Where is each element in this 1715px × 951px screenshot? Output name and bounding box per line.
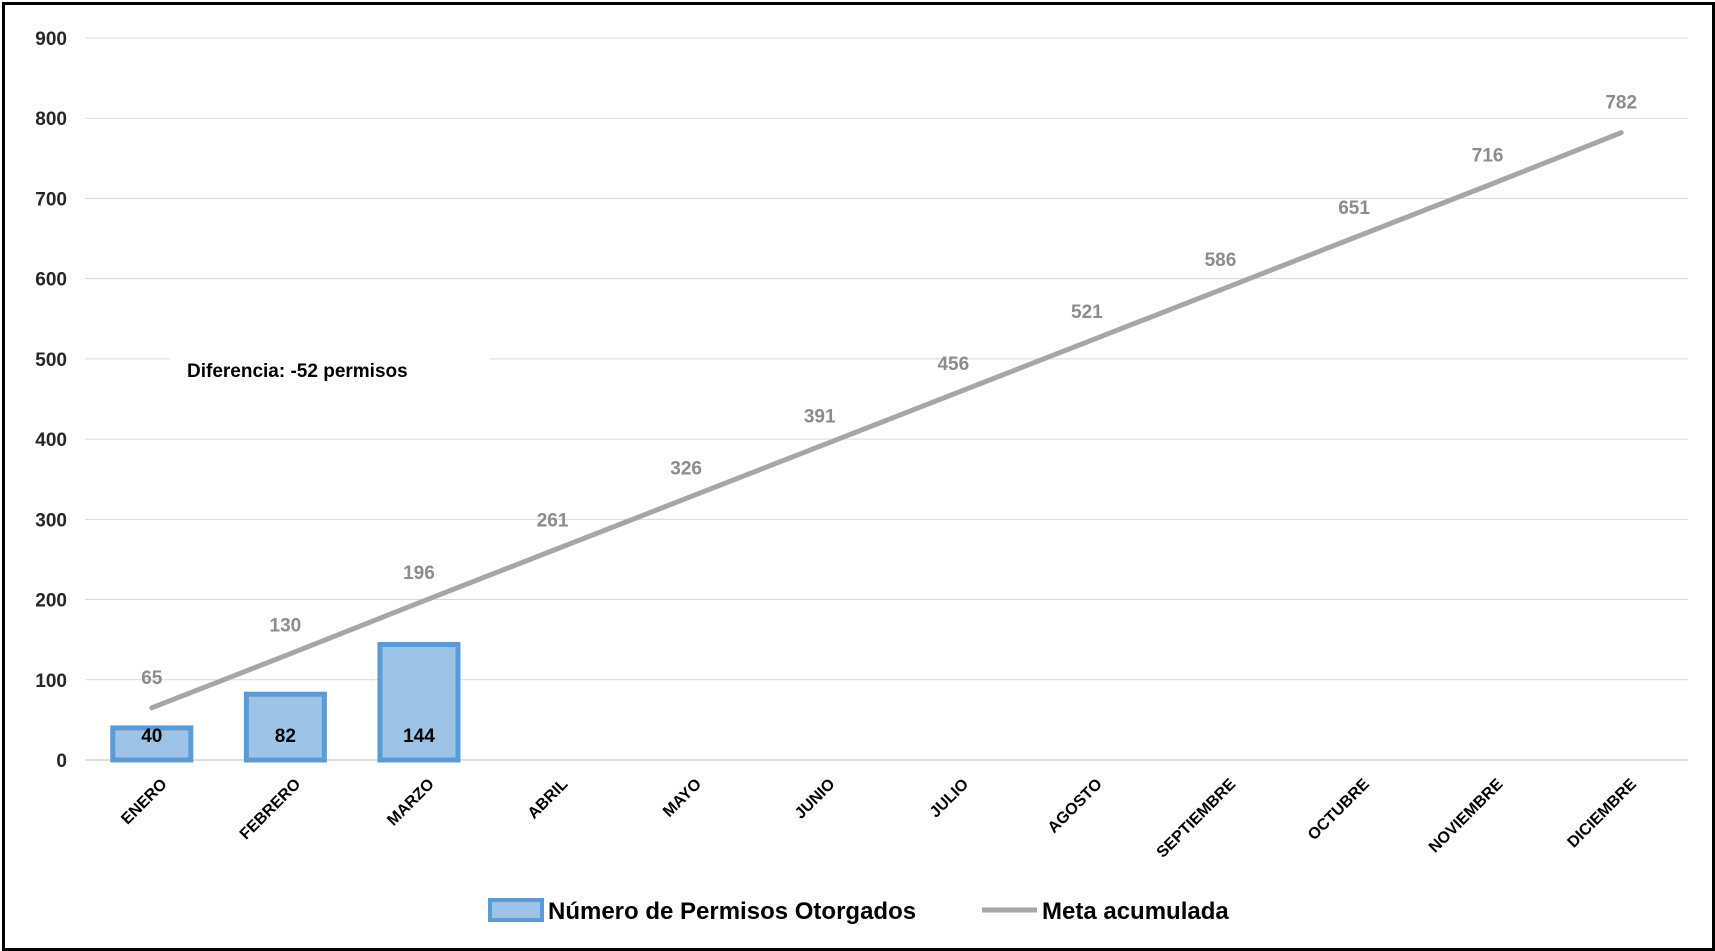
line-value-label: 196 [403,563,435,584]
x-tick-label: JULIO [927,776,972,821]
y-tick-label: 800 [35,109,67,130]
y-tick-label: 400 [35,430,67,451]
legend-label-bars: Número de Permisos Otorgados [548,898,916,925]
x-tick-label: FEBRERO [237,776,304,843]
line-value-label: 521 [1071,302,1103,323]
y-tick-label: 100 [35,671,67,692]
x-tick-label: ENERO [118,776,170,828]
line-value-label: 651 [1338,198,1370,219]
y-tick-label: 0 [56,751,67,772]
line-value-label: 261 [537,511,569,532]
line-value-label: 65 [141,668,163,689]
line-value-label: 326 [670,458,702,479]
line-path [149,130,1624,711]
line-value-label: 586 [1205,250,1237,271]
y-tick-label: 700 [35,189,67,210]
line-series [149,130,1624,711]
data-labels: 40 82 144 65 130 196 261 326 391 456 521 586 651 716 7… [141,93,1637,747]
legend: Número de Permisos Otorgados Meta acumul… [488,898,1229,925]
bar-value-label: 144 [403,726,435,747]
y-tick-label: 900 [35,29,67,50]
x-tick-label: JUNIO [792,776,839,823]
bar-series [110,641,461,763]
x-tick-label: MARZO [384,776,437,829]
line-value-label: 130 [270,616,302,637]
x-tick-label: NOVIEMBRE [1426,776,1507,857]
y-tick-label: 600 [35,270,67,291]
y-tick-label: 500 [35,350,67,371]
annotation-text: Diferencia: -52 permisos [187,361,408,382]
legend-swatch-bars [488,898,544,922]
x-tick-label: ABRIL [525,776,572,823]
annotation-box [170,340,490,400]
y-tick-label: 300 [35,510,67,531]
y-tick-label: 200 [35,591,67,612]
line-value-label: 391 [804,406,836,427]
x-tick-label: MAYO [660,776,705,821]
annotation-group: Diferencia: -52 permisos [170,340,490,400]
line-value-label: 716 [1472,146,1504,167]
x-axis-ticks: ENERO FEBRERO MARZO ABRIL MAYO JUNIO JULIO AGOS… [118,776,1640,862]
x-tick-label: DICIEMBRE [1565,776,1641,852]
y-axis-ticks: 0 100 200 300 400 500 600 700 800 900 [35,29,67,772]
line-value-label: 456 [937,354,969,375]
x-tick-label: OCTUBRE [1305,776,1373,844]
x-tick-label: AGOSTO [1045,776,1106,837]
bar [377,641,461,763]
bar [243,691,327,763]
bar-value-label: 82 [275,726,296,747]
line-value-label: 782 [1605,93,1637,114]
legend-label-line: Meta acumulada [1042,898,1229,925]
bar [110,725,194,763]
x-tick-label: SEPTIEMBRE [1154,776,1240,862]
bar-value-label: 40 [141,726,162,747]
